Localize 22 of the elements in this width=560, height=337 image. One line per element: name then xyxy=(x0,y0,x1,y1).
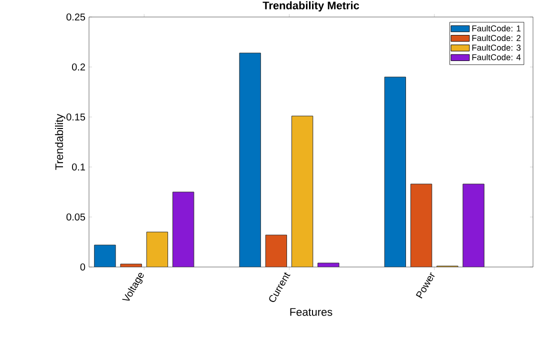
chart-title: Trendability Metric xyxy=(262,1,360,12)
bar xyxy=(239,52,261,267)
bar xyxy=(146,232,168,267)
legend-label: FaultCode: 4 xyxy=(472,54,521,60)
bar xyxy=(172,192,194,267)
x-axis-title: Features xyxy=(290,308,332,316)
bar xyxy=(291,116,314,267)
y-tick-label: 0.1 xyxy=(72,163,85,171)
y-tick-label: 0.05 xyxy=(66,213,86,221)
legend-label: FaultCode: 3 xyxy=(472,44,521,51)
y-tick-label: 0.25 xyxy=(66,13,86,21)
legend-label: FaultCode: 1 xyxy=(472,25,521,32)
bar xyxy=(94,244,116,267)
y-axis-title: Trendability xyxy=(55,114,66,170)
bar xyxy=(265,234,288,267)
bar xyxy=(462,184,484,267)
legend-label: FaultCode: 2 xyxy=(472,34,520,42)
bar xyxy=(410,184,432,267)
bar xyxy=(384,76,406,267)
y-tick-label: 0 xyxy=(80,263,86,271)
y-tick-label: 0.2 xyxy=(72,63,85,71)
y-tick-label: 0.15 xyxy=(66,113,86,121)
